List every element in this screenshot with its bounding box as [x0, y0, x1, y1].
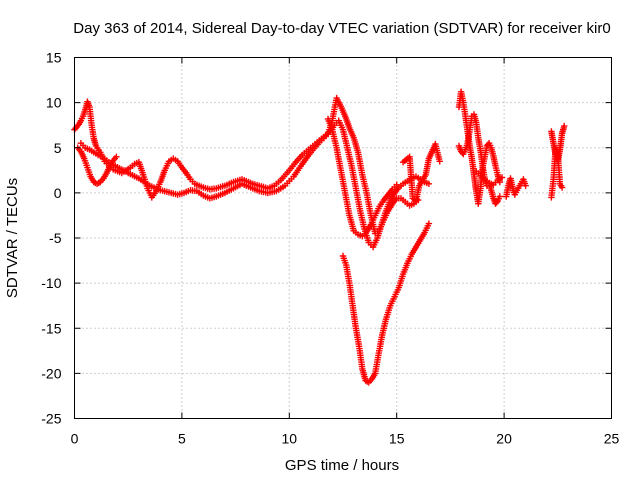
y-tick-label: -20	[41, 365, 61, 381]
x-tick-label: 0	[71, 431, 79, 447]
y-tick-label: -25	[41, 411, 61, 427]
series-6	[399, 140, 443, 205]
data-point-markers	[399, 140, 443, 205]
data-point-markers	[548, 144, 566, 201]
series-4	[339, 220, 433, 386]
data-point-markers	[503, 175, 529, 200]
data-point-markers	[455, 111, 503, 207]
series-9	[473, 168, 506, 188]
series-2	[77, 94, 422, 237]
series-3	[324, 115, 400, 240]
data-point-markers	[77, 94, 422, 237]
chart-title: Day 363 of 2014, Sidereal Day-to-day VTE…	[73, 20, 610, 37]
y-tick-label: -15	[41, 320, 61, 336]
x-tick-label: 5	[178, 431, 186, 447]
y-axis-title: SDTVAR / TECUs	[4, 178, 21, 298]
y-tick-label: 15	[46, 50, 62, 66]
y-tick-label: 0	[54, 185, 62, 201]
x-axis-title: GPS time / hours	[285, 457, 399, 474]
x-tick-label: 20	[496, 431, 512, 447]
series-10	[503, 175, 529, 200]
x-tick-label: 25	[604, 431, 620, 447]
series-12	[548, 144, 566, 201]
y-tick-label: -5	[49, 230, 62, 246]
x-tick-label: 10	[282, 431, 298, 447]
data-point-markers	[473, 168, 506, 188]
data-point-markers	[339, 220, 433, 386]
data-point-markers	[324, 115, 400, 240]
y-tick-label: -10	[41, 275, 61, 291]
data-layer	[71, 88, 568, 386]
x-tick-label: 15	[389, 431, 405, 447]
series-8	[455, 111, 503, 207]
axis-ticks: 0 5 10 15 20 25 -25 -20 -15 -10 -5 0 5 10 15	[41, 50, 619, 447]
y-tick-label: 10	[46, 95, 62, 111]
y-tick-label: 5	[54, 140, 62, 156]
